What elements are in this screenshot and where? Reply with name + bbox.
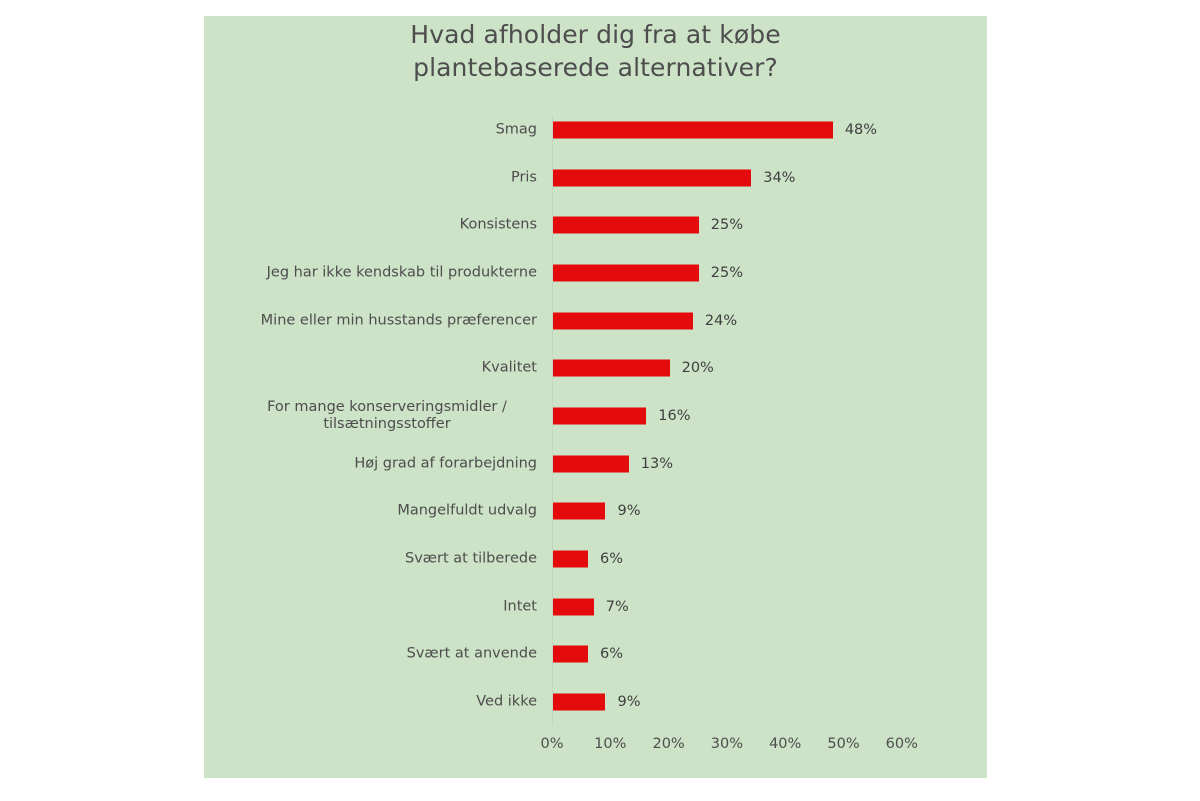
bar-row: Mangelfuldt udvalg 9% xyxy=(204,491,987,531)
bar xyxy=(553,216,699,234)
bar-row: Jeg har ikke kendskab til produkterne 25% xyxy=(204,253,987,293)
bar xyxy=(553,121,833,139)
bar xyxy=(553,169,752,187)
value-label: 25% xyxy=(710,217,743,234)
x-axis-tick-label: 30% xyxy=(710,736,744,752)
chart-title-line-1: Hvad afholder dig fra at købe xyxy=(410,20,781,49)
category-label: Svært at anvende xyxy=(406,645,537,662)
bar-row: Svært at anvende 6% xyxy=(204,634,987,674)
value-label: 6% xyxy=(599,646,623,663)
value-label: 20% xyxy=(681,360,714,377)
bar xyxy=(553,359,670,377)
value-label: 48% xyxy=(844,122,878,138)
category-label: Svært at tilberede xyxy=(404,550,537,567)
value-label: 7% xyxy=(605,598,629,615)
bar-row: Høj grad af forarbejdning 13% xyxy=(204,444,987,484)
bar xyxy=(553,502,606,520)
category-label: Ved ikke xyxy=(476,693,537,710)
bar xyxy=(553,312,693,330)
bar-row: Ved ikke 9% xyxy=(204,682,987,722)
category-label-line: For mange konserveringsmidler / xyxy=(267,399,507,416)
chart-title-line-2: plantebaserede alternativer? xyxy=(413,53,778,82)
value-label: 16% xyxy=(658,408,691,425)
bar xyxy=(553,407,647,425)
value-label: 9% xyxy=(617,694,641,711)
x-axis-tick-label: 20% xyxy=(652,736,685,752)
category-label: Pris xyxy=(510,169,537,186)
y-axis-line xyxy=(552,116,553,726)
bar xyxy=(553,693,606,711)
bar-row: Kvalitet 20% xyxy=(204,348,987,388)
bar xyxy=(553,264,699,282)
category-label-line: tilsætningsstoffer xyxy=(323,416,451,433)
x-axis-tick-label: 50% xyxy=(827,736,860,752)
category-label: Mine eller min husstands præferencer xyxy=(260,312,537,329)
bar xyxy=(553,550,588,568)
category-label: Mangelfuldt udvalg xyxy=(397,502,537,519)
category-label: Konsistens xyxy=(459,216,537,233)
chart-title: Hvad afholder dig fra at købe plantebase… xyxy=(204,18,987,84)
bar-row: For mange konserveringsmidler / tilsætnin… xyxy=(204,396,987,436)
value-label: 34% xyxy=(763,169,796,186)
chart-panel: Hvad afholder dig fra at købe plantebase… xyxy=(204,16,987,778)
bar-row: Intet 7% xyxy=(204,587,987,627)
x-axis-tick-label: 40% xyxy=(769,736,802,752)
value-label: 24% xyxy=(704,312,738,329)
category-label: Høj grad af forarbejdning xyxy=(354,455,537,472)
bar-row: Pris 34% xyxy=(204,158,987,198)
category-label: Smag xyxy=(495,121,537,138)
bar xyxy=(553,645,588,663)
x-axis-tick-label: 60% xyxy=(885,736,918,752)
bar xyxy=(553,455,629,473)
bar-row: Svært at tilberede 6% xyxy=(204,539,987,579)
bar-row: Smag 48% xyxy=(204,110,987,150)
bar xyxy=(553,598,594,616)
x-axis-tick-label: 10% xyxy=(594,736,627,752)
bar-row: Mine eller min husstands præferencer 24% xyxy=(204,301,987,341)
bar-row: Konsistens 25% xyxy=(204,205,987,245)
value-label: 9% xyxy=(617,503,641,520)
category-label: Kvalitet xyxy=(481,359,537,376)
category-label: Intet xyxy=(503,598,537,615)
value-label: 13% xyxy=(640,455,674,472)
category-label: For mange konserveringsmidler / tilsætnin… xyxy=(237,399,537,433)
category-label: Jeg har ikke kendskab til produkterne xyxy=(266,264,537,281)
x-axis-tick-label: 0% xyxy=(540,736,564,752)
value-label: 25% xyxy=(710,265,743,281)
value-label: 6% xyxy=(599,551,623,568)
